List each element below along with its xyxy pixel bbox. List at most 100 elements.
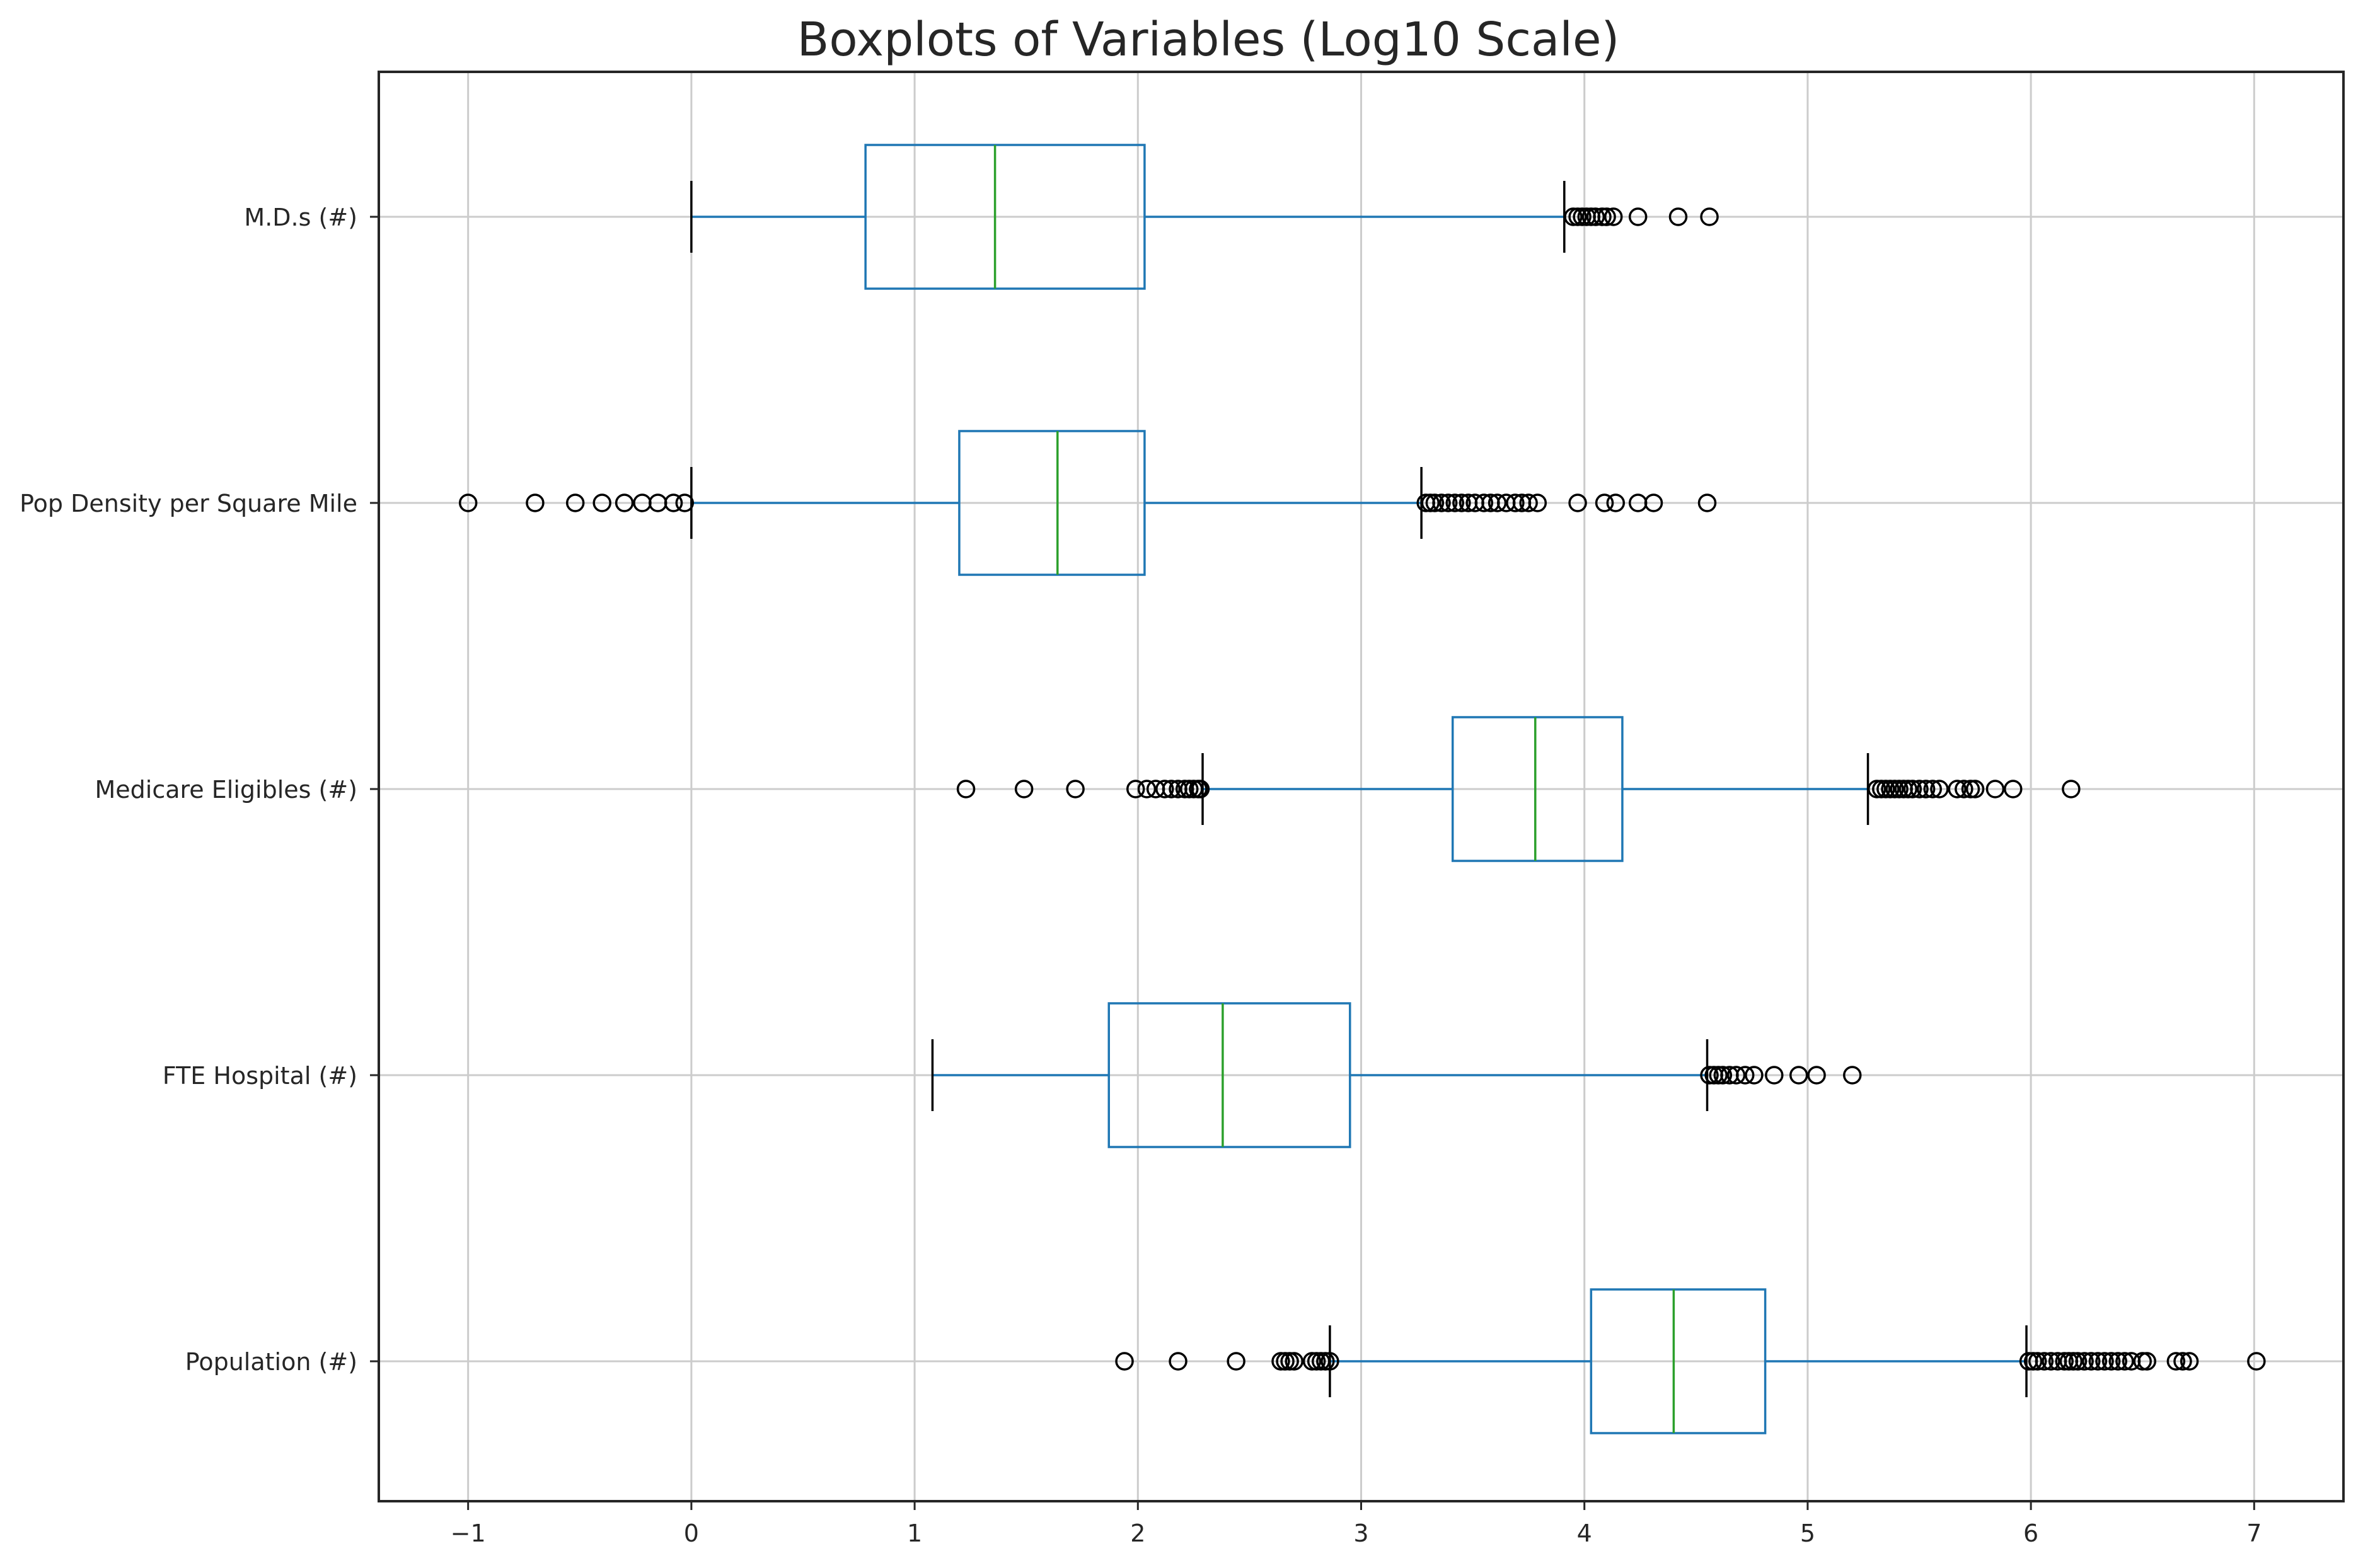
outlier-point — [2180, 1352, 2199, 1371]
outlier-point — [2173, 1352, 2192, 1371]
outlier-point — [1180, 780, 1199, 798]
x-tick-label: 1 — [907, 1519, 922, 1547]
outlier-point — [675, 493, 695, 512]
outlier-point — [2081, 1352, 2101, 1371]
outlier-point — [1307, 1352, 1326, 1371]
outlier-point — [1965, 780, 1985, 798]
outlier-point — [1014, 780, 1034, 798]
y-tick-label: Medicare Eligibles (#) — [95, 776, 358, 804]
outlier-point — [1890, 780, 1909, 798]
outlier-point — [1885, 780, 1904, 798]
outlier-point — [1276, 1352, 1295, 1371]
outlier-point — [1789, 1066, 1808, 1085]
box-group — [931, 1002, 1862, 1148]
outlier-point — [1745, 1066, 1764, 1085]
outlier-point — [1425, 493, 1445, 512]
outlier-point — [1227, 1352, 1245, 1371]
outlier-point — [1697, 493, 1717, 512]
box-group — [690, 144, 1719, 290]
outlier-point — [1923, 780, 1943, 798]
box-layer — [458, 144, 2266, 1434]
x-tick-label: 0 — [684, 1519, 699, 1547]
grid-lines — [379, 72, 2343, 1501]
outlier-point — [1985, 780, 2005, 798]
outlier-point — [2062, 780, 2081, 798]
outlier-point — [1302, 1352, 1322, 1371]
outlier-point — [526, 493, 545, 512]
outlier-point — [1126, 780, 1145, 798]
outlier-point — [1421, 493, 1440, 512]
axis-layer: −1 0 1 2 3 4 5 6 7 Population (#) FTE Hospital (#)… — [20, 204, 2262, 1547]
outlier-point — [1438, 493, 1458, 512]
outlier-point — [1961, 780, 1980, 798]
outlier-point — [2247, 1352, 2266, 1371]
x-tick-label: 4 — [1577, 1519, 1592, 1547]
chart-title: Boxplots of Variables (Log10 Scale) — [797, 13, 1620, 67]
box-group — [1115, 1288, 2266, 1434]
x-tick-label: 6 — [2023, 1519, 2038, 1547]
outlier-point — [1115, 1352, 1134, 1371]
outlier-point — [1528, 493, 1547, 512]
outlier-point — [1765, 1066, 1784, 1085]
y-tick-label: Pop Density per Square Mile — [20, 490, 357, 517]
outlier-point — [1506, 493, 1525, 512]
outlier-point — [1700, 207, 1719, 226]
iqr-box — [864, 144, 1146, 290]
x-tick-label: 2 — [1130, 1519, 1145, 1547]
outlier-point — [1903, 780, 1922, 798]
outlier-point — [2115, 1352, 2134, 1371]
outlier-point — [1445, 493, 1465, 512]
outlier-point — [2137, 1352, 2157, 1371]
outlier-point — [1573, 207, 1592, 226]
outlier-point — [1169, 1352, 1187, 1371]
outlier-point — [2035, 1352, 2054, 1371]
outlier-point — [1311, 1352, 1331, 1371]
outlier-point — [2064, 1352, 2083, 1371]
outlier-point — [956, 780, 976, 798]
outlier-point — [1271, 1352, 1290, 1371]
iqr-box — [1451, 716, 1624, 862]
outlier-point — [1597, 207, 1616, 226]
x-tick-label: −1 — [451, 1519, 486, 1547]
outlier-point — [2023, 1352, 2043, 1371]
outlier-point — [1910, 780, 1929, 798]
iqr-box — [1590, 1288, 1767, 1434]
x-tick-label: 5 — [1800, 1519, 1815, 1547]
outlier-point — [2166, 1352, 2186, 1371]
outlier-point — [1930, 780, 1949, 798]
y-tick-label: M.D.s (#) — [244, 204, 357, 231]
outlier-point — [1872, 780, 1891, 798]
outlier-point — [458, 493, 478, 512]
outlier-point — [2088, 1352, 2108, 1371]
outlier-point — [1881, 780, 1900, 798]
y-tick-label: FTE Hospital (#) — [163, 1062, 357, 1090]
outlier-point — [1628, 207, 1648, 226]
outlier-point — [1155, 780, 1174, 798]
outlier-point — [2068, 1352, 2088, 1371]
outlier-point — [1280, 1352, 1299, 1371]
outlier-point — [1320, 1352, 1339, 1371]
outlier-point — [1474, 493, 1494, 512]
outlier-point — [1807, 1066, 1826, 1085]
outlier-point — [1137, 780, 1157, 798]
x-tick-label: 7 — [2246, 1519, 2262, 1547]
outlier-point — [2133, 1352, 2152, 1371]
outlier-point — [1843, 1066, 1862, 1085]
outlier-point — [1867, 780, 1886, 798]
outlier-point — [1700, 1066, 1719, 1085]
box-group — [458, 430, 1717, 576]
outlier-point — [1568, 493, 1587, 512]
outlier-point — [1316, 1352, 1335, 1371]
outlier-point — [2042, 1352, 2060, 1371]
outlier-point — [1593, 207, 1612, 226]
outlier-point — [1668, 207, 1688, 226]
outlier-point — [1568, 207, 1587, 226]
outlier-point — [1066, 780, 1085, 798]
outlier-point — [1604, 207, 1623, 226]
outlier-point — [2101, 1352, 2121, 1371]
outlier-point — [1644, 493, 1663, 512]
outlier-point — [592, 493, 611, 512]
outlier-point — [1916, 780, 1936, 798]
iqr-box — [958, 430, 1146, 576]
